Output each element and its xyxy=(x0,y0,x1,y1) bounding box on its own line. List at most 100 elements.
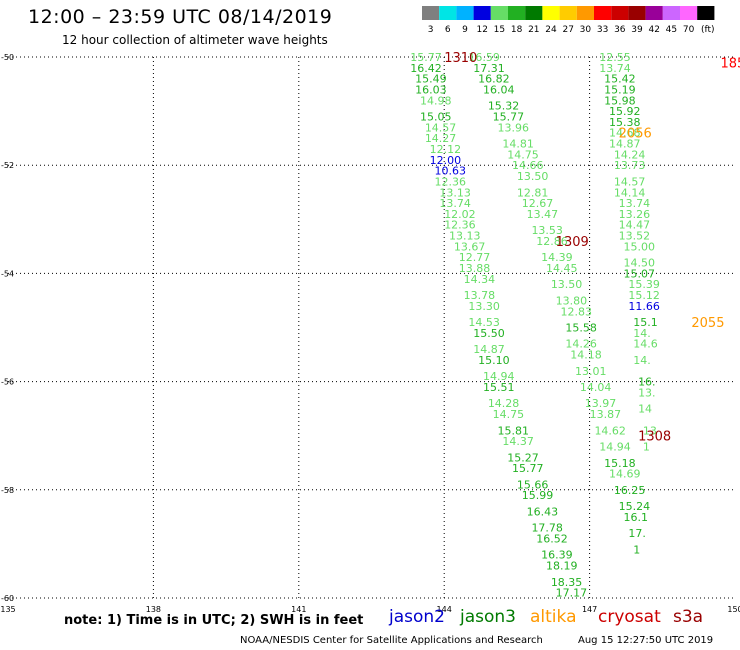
wave-height-value: 14.39 xyxy=(541,251,573,264)
wave-height-value: 13.50 xyxy=(517,170,549,183)
scale-label: 39 xyxy=(631,25,643,35)
wave-height-value: 14.18 xyxy=(570,349,602,362)
wave-height-value: 12.02 xyxy=(444,208,476,221)
scale-label: 30 xyxy=(580,25,592,35)
scale-label: 6 xyxy=(445,25,451,35)
wave-height-value: 14.81 xyxy=(502,138,534,151)
pass-time-label: 2055 xyxy=(691,316,724,331)
wave-height-value: 14 xyxy=(638,403,652,416)
wave-height-value: 1 xyxy=(633,543,640,556)
wave-height-value: 16. xyxy=(638,376,656,389)
pass-time-label: 2056 xyxy=(619,127,652,142)
wave-height-value: 14.34 xyxy=(464,273,496,286)
wave-height-value: 14.50 xyxy=(624,257,656,270)
wave-height-value: 14.75 xyxy=(493,408,524,421)
wave-height-value: 15.58 xyxy=(565,322,597,335)
x-tick-label: 135 xyxy=(0,605,15,614)
scale-label: 21 xyxy=(528,25,539,35)
wave-height-value: 16.1 xyxy=(624,511,649,524)
y-tick-label: -58 xyxy=(1,486,14,495)
wave-height-value: 16.82 xyxy=(478,73,510,86)
wave-height-value: 15.19 xyxy=(604,83,636,96)
wave-height-value: 13.53 xyxy=(531,224,563,237)
satellite-jason2: jason2 xyxy=(389,607,445,627)
wave-height-value: 15.10 xyxy=(478,354,510,367)
wave-height-value: 18.35 xyxy=(551,576,583,589)
satellite-altika: altika xyxy=(530,607,577,627)
satellite-s3a: s3a xyxy=(673,607,704,627)
wave-height-value: 14.94 xyxy=(483,370,515,383)
scale-label: 9 xyxy=(462,25,468,35)
wave-height-value: 16.42 xyxy=(410,62,442,75)
wave-height-value: 12.55 xyxy=(599,51,631,64)
x-tick-label: 144 xyxy=(437,605,452,614)
scale-swatch xyxy=(611,6,629,20)
wave-height-value: 13.74 xyxy=(599,62,631,75)
scale-swatch xyxy=(594,6,612,20)
wave-height-value: 14.87 xyxy=(609,138,641,151)
wave-height-value: 14. xyxy=(633,354,651,367)
wave-height-value: 15.98 xyxy=(604,94,636,107)
wave-height-value: 15.49 xyxy=(415,73,447,86)
credit-text: NOAA/NESDIS Center for Satellite Applica… xyxy=(240,635,543,646)
satellite-cryosat: cryosat xyxy=(598,607,661,627)
wave-height-value: 13.96 xyxy=(498,121,529,134)
pass-time-label: 1310 xyxy=(444,51,477,66)
scale-label: 36 xyxy=(614,25,626,35)
wave-height-value: 13.13 xyxy=(439,186,471,199)
wave-height-value: 15.92 xyxy=(609,105,641,118)
wave-height-value: 14.04 xyxy=(580,381,612,394)
scale-label: 27 xyxy=(562,25,573,35)
wave-height-value: 13.87 xyxy=(590,408,622,421)
wave-height-value: 15.05 xyxy=(420,111,452,124)
wave-height-value: 14.45 xyxy=(546,262,578,275)
scale-swatch xyxy=(490,6,508,20)
x-tick-label: 138 xyxy=(146,605,161,614)
wave-height-value: 15.51 xyxy=(483,381,515,394)
wave-height-value: 14.26 xyxy=(565,338,597,351)
wave-height-value: 12.36 xyxy=(435,175,467,188)
wave-height-value: 12.81 xyxy=(517,186,549,199)
scale-swatch xyxy=(576,6,594,20)
wave-height-value: 14.37 xyxy=(502,435,534,448)
scale-swatch xyxy=(628,6,646,20)
scale-swatch xyxy=(559,6,577,20)
y-tick-label: -56 xyxy=(1,378,14,387)
wave-height-value: 13.78 xyxy=(464,289,496,302)
wave-height-value: 15.50 xyxy=(473,327,505,340)
scale-swatch xyxy=(456,6,474,20)
wave-height-value: 1 xyxy=(643,441,650,454)
wave-height-value: 16.04 xyxy=(483,83,515,96)
wave-height-value: 13.13 xyxy=(449,230,481,243)
generated-timestamp: Aug 15 12:27:50 UTC 2019 xyxy=(578,635,714,646)
wave-height-value: 15.77 xyxy=(493,111,524,124)
wave-height-value: 16.43 xyxy=(527,505,559,518)
x-tick-label: 150 xyxy=(727,605,740,614)
wave-height-value: 15.12 xyxy=(628,289,660,302)
wave-height-value: 14.94 xyxy=(599,441,631,454)
scale-swatch xyxy=(697,6,715,20)
wave-height-value: 12.36 xyxy=(444,219,476,232)
wave-height-value: 14.68 xyxy=(609,127,641,140)
scale-unit: (ft) xyxy=(701,25,715,35)
scale-swatch xyxy=(508,6,526,20)
wave-height-value: 13.52 xyxy=(619,230,651,243)
scale-label: 18 xyxy=(511,25,523,35)
wave-height-value: 13.80 xyxy=(556,294,588,307)
wave-height-value: 16.59 xyxy=(468,51,500,64)
wave-height-value: 10.63 xyxy=(435,165,467,178)
wave-height-value: 16.39 xyxy=(541,549,573,562)
wave-height-value: 15.18 xyxy=(604,457,636,470)
scale-label: 15 xyxy=(494,25,505,35)
scale-label: 3 xyxy=(428,25,434,35)
wave-height-value: 16.25 xyxy=(614,484,646,497)
wave-height-value: 15.42 xyxy=(604,73,636,86)
scale-swatch xyxy=(525,6,543,20)
scale-swatch xyxy=(439,6,457,20)
wave-height-value: 15.27 xyxy=(507,451,539,464)
wave-height-value: 14.57 xyxy=(614,175,646,188)
scale-label: 12 xyxy=(476,25,487,35)
page-title: 12:00 – 23:59 UTC 08/14/2019 xyxy=(28,6,333,28)
wave-height-value: 14.66 xyxy=(512,159,544,172)
x-tick-label: 147 xyxy=(582,605,597,614)
